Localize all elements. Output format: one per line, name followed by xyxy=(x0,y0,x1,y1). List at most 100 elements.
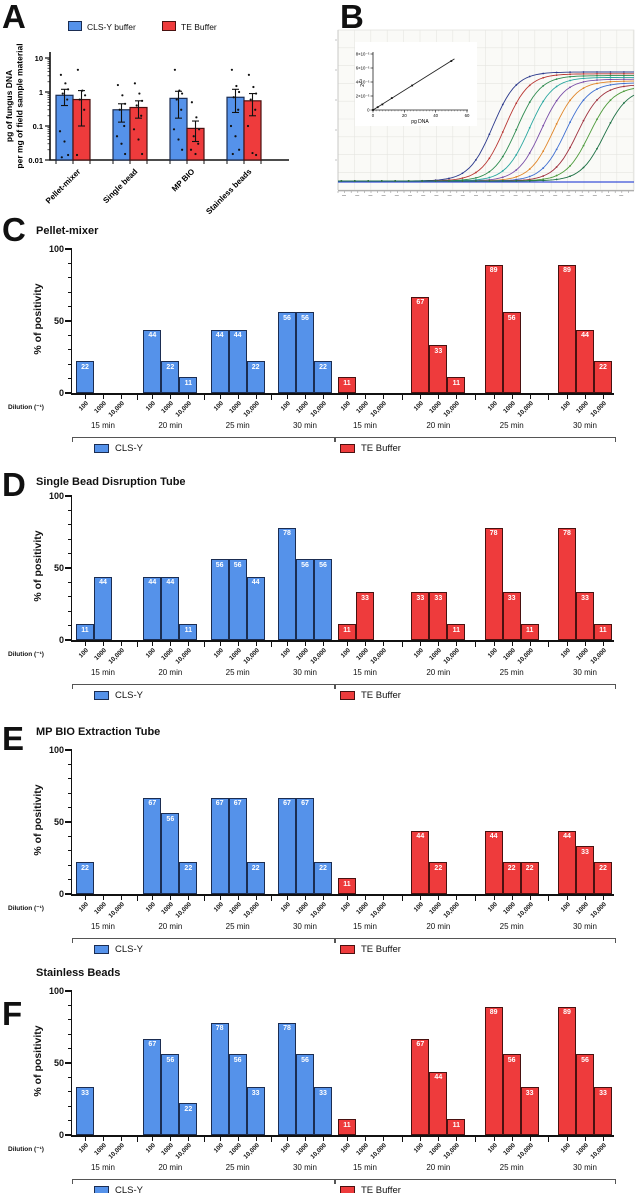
y-minor-tick xyxy=(67,1105,71,1107)
x-tick xyxy=(529,642,531,646)
svg-text:0: 0 xyxy=(367,108,370,113)
svg-text:pg of fungus DNA: pg of fungus DNA xyxy=(4,70,14,142)
bar-value-label: 44 xyxy=(233,332,242,340)
bar: 67 xyxy=(143,1038,162,1135)
bar-value-label: 11 xyxy=(184,626,193,634)
bracket-end xyxy=(615,1179,617,1184)
bar-value-label: 56 xyxy=(301,561,309,569)
x-tick xyxy=(347,896,349,900)
bar: 44 xyxy=(161,576,180,640)
x-tick xyxy=(365,896,367,900)
bar: 89 xyxy=(484,1006,503,1135)
time-label: 30 min xyxy=(572,668,597,677)
bar: 33 xyxy=(314,1087,332,1135)
time-label: 30 min xyxy=(572,922,597,931)
y-minor-tick xyxy=(67,378,71,380)
x-tick xyxy=(121,896,123,900)
x-group-tick xyxy=(271,642,273,647)
te-legend-swatch xyxy=(340,945,355,954)
bar-value-label: 11 xyxy=(452,379,461,387)
series-bracket xyxy=(72,437,336,443)
x-tick xyxy=(567,642,569,646)
y-minor-tick xyxy=(67,1004,71,1006)
bar-value-label: 44 xyxy=(416,833,425,841)
x-tick xyxy=(219,896,221,900)
bar-value-label: 22 xyxy=(507,864,516,872)
te-legend-swatch xyxy=(340,1186,355,1193)
y-minor-tick xyxy=(67,850,71,852)
bar-value-label: 56 xyxy=(301,1056,309,1064)
bar-value-label: 89 xyxy=(563,1009,571,1017)
dilution-axis-label: Dilution (⁻¹) xyxy=(8,1146,44,1153)
clsy-legend-swatch xyxy=(94,444,109,453)
bar-value-label: 67 xyxy=(283,800,291,808)
bar: 22 xyxy=(179,862,198,894)
te-buffer-label: TE Buffer xyxy=(181,22,217,32)
bar: 22 xyxy=(161,361,180,393)
x-tick xyxy=(152,395,154,399)
x-tick xyxy=(493,642,495,646)
dilution-axis-label: Dilution (⁻¹) xyxy=(8,404,44,411)
legend-label: CLS-Y xyxy=(115,1185,143,1193)
x-tick xyxy=(152,1137,154,1141)
bar: 33 xyxy=(576,846,594,894)
bar: 56 xyxy=(502,312,521,393)
te-legend-swatch xyxy=(340,444,355,453)
bar: 11 xyxy=(338,878,356,894)
bar-value-label: 78 xyxy=(283,530,291,538)
bar: 22 xyxy=(314,862,332,894)
bar: 56 xyxy=(161,813,180,894)
bar-value-label: 33 xyxy=(581,848,589,856)
bar-value-label: 56 xyxy=(581,1056,589,1064)
y-minor-tick xyxy=(67,864,71,866)
time-label: 15 min xyxy=(90,421,115,430)
bar: 44 xyxy=(210,329,229,393)
x-tick xyxy=(323,1137,325,1141)
svg-text:MP BIO: MP BIO xyxy=(170,167,196,193)
x-axis-line xyxy=(70,393,614,395)
legend-label: TE Buffer xyxy=(361,690,401,701)
svg-text:Stainless beads: Stainless beads xyxy=(204,167,254,215)
series-bracket xyxy=(334,1179,616,1185)
bar-value-label: 89 xyxy=(563,267,571,275)
bar: 56 xyxy=(314,559,332,640)
y-minor-tick xyxy=(67,1076,71,1078)
bar-value-label: 11 xyxy=(599,626,607,634)
time-label: 15 min xyxy=(90,922,115,931)
y-tick-label: 50 xyxy=(53,562,64,573)
x-tick xyxy=(103,1137,105,1141)
svg-text:pg DNA: pg DNA xyxy=(411,119,429,125)
x-tick xyxy=(219,1137,221,1141)
bar: 22 xyxy=(429,862,448,894)
bar: 44 xyxy=(558,830,576,894)
y-minor-tick xyxy=(67,1019,71,1021)
y-tick xyxy=(64,749,71,751)
x-tick xyxy=(188,1137,190,1141)
bar-value-label: 67 xyxy=(416,1041,425,1049)
y-tick-label: 0 xyxy=(58,634,64,645)
bracket-end xyxy=(335,684,337,689)
x-tick xyxy=(603,395,605,399)
time-label: 20 min xyxy=(158,1163,183,1172)
x-tick xyxy=(255,395,257,399)
legend-label: TE Buffer xyxy=(361,1185,401,1193)
x-tick xyxy=(287,395,289,399)
bar-value-label: 56 xyxy=(319,561,327,569)
clsy-legend-swatch xyxy=(94,945,109,954)
x-tick xyxy=(219,642,221,646)
y-minor-tick xyxy=(67,1120,71,1122)
qpcr-amplification-chart: 0 2×10⁻⁵ 4×10⁻⁵ 6×10⁻⁵ 8×10⁻⁵ 0 20 40 60 2-Ct pg D… xyxy=(335,29,635,196)
bar-value-label: 78 xyxy=(563,530,571,538)
x-tick xyxy=(585,395,587,399)
panel-c-letter: C xyxy=(2,211,26,248)
panel-title: Stainless Beads xyxy=(36,967,121,979)
time-label: 20 min xyxy=(426,668,451,677)
x-tick xyxy=(511,896,513,900)
bar: 78 xyxy=(484,527,503,640)
bracket-end xyxy=(72,437,74,442)
svg-text:20: 20 xyxy=(402,113,407,118)
x-tick xyxy=(365,642,367,646)
dilution-axis-label: Dilution (⁻¹) xyxy=(8,651,44,658)
x-tick xyxy=(170,1137,172,1141)
panel-f: F Stainless Beads% of positivity 0 50 100 33 1… xyxy=(0,957,636,1193)
